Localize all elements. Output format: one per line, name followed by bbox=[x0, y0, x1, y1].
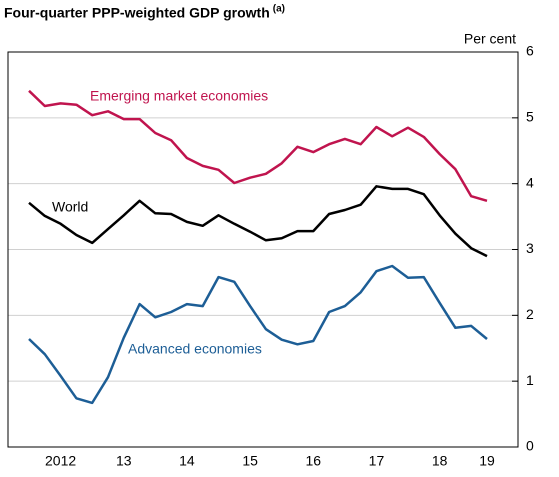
y-axis-label: Per cent bbox=[464, 31, 516, 47]
y-tick-label: 3 bbox=[526, 240, 534, 256]
series-label: Advanced economies bbox=[128, 341, 262, 357]
x-tick-label: 15 bbox=[242, 453, 258, 469]
plot-frame bbox=[7, 51, 519, 448]
x-tick-label: 16 bbox=[305, 453, 321, 469]
series-label: World bbox=[52, 199, 88, 215]
x-tick-label: 19 bbox=[479, 453, 495, 469]
x-tick-label: 18 bbox=[432, 453, 448, 469]
x-tick-label: 14 bbox=[179, 453, 195, 469]
series-label: Emerging market economies bbox=[90, 88, 268, 104]
series-line bbox=[28, 264, 488, 405]
x-tick-label: 2012 bbox=[45, 453, 76, 469]
y-tick-label: 5 bbox=[526, 109, 534, 125]
y-tick-label: 1 bbox=[526, 372, 534, 388]
series-line bbox=[28, 185, 488, 258]
y-tick-label: 4 bbox=[526, 174, 534, 190]
x-tick-label: 17 bbox=[369, 453, 385, 469]
y-tick-label: 2 bbox=[526, 306, 534, 322]
series-line bbox=[28, 89, 488, 203]
y-tick-label: 6 bbox=[526, 43, 534, 59]
chart-title: Four-quarter PPP-weighted GDP growth bbox=[4, 5, 270, 21]
title-note: (a) bbox=[273, 4, 285, 15]
y-tick-label: 0 bbox=[526, 438, 534, 454]
x-tick-label: 13 bbox=[116, 453, 132, 469]
